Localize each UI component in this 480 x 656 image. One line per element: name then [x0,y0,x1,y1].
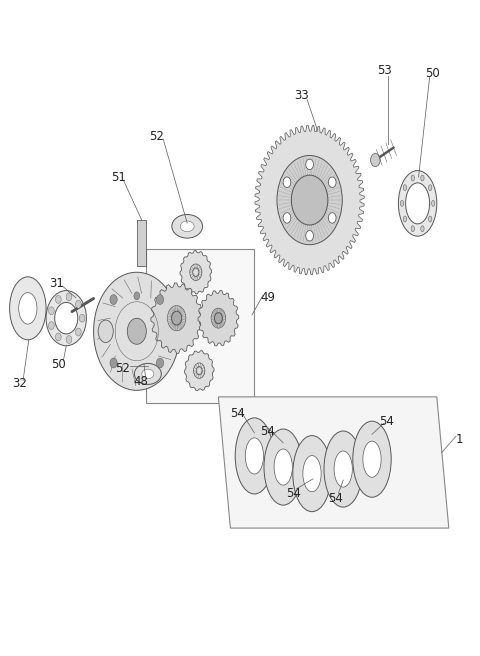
Bar [146,249,254,403]
Ellipse shape [264,429,302,505]
Ellipse shape [432,201,435,206]
Ellipse shape [274,449,292,485]
Ellipse shape [55,302,78,334]
Ellipse shape [235,418,274,494]
Circle shape [48,321,54,329]
Polygon shape [184,350,214,391]
Circle shape [306,159,313,170]
Circle shape [79,314,85,322]
Bar [137,220,146,266]
Text: 32: 32 [12,377,26,390]
Circle shape [255,126,364,274]
Text: 1: 1 [456,433,464,446]
Ellipse shape [353,421,391,497]
Ellipse shape [400,201,404,206]
Circle shape [328,177,336,188]
Ellipse shape [411,175,414,181]
Text: 49: 49 [260,291,276,304]
Ellipse shape [324,431,362,507]
Circle shape [283,213,291,223]
Circle shape [55,333,61,341]
Circle shape [56,295,61,303]
Ellipse shape [398,171,437,236]
Ellipse shape [406,183,430,224]
Circle shape [156,358,164,368]
Circle shape [283,177,291,188]
Ellipse shape [403,185,407,191]
Ellipse shape [429,185,432,191]
Text: 54: 54 [261,425,275,438]
Ellipse shape [19,293,37,324]
Ellipse shape [334,451,352,487]
Ellipse shape [172,215,203,238]
Polygon shape [180,251,212,294]
Circle shape [306,230,313,241]
Circle shape [371,154,380,167]
Text: 52: 52 [149,130,164,143]
Circle shape [328,213,336,223]
Ellipse shape [363,441,381,478]
Text: 50: 50 [425,67,439,80]
Ellipse shape [245,438,264,474]
Text: 54: 54 [230,407,245,420]
Circle shape [291,175,328,225]
Ellipse shape [303,455,321,492]
Text: 31: 31 [49,277,64,290]
Text: 54: 54 [287,487,301,500]
Circle shape [186,352,213,389]
Polygon shape [255,125,364,275]
Polygon shape [151,283,203,354]
Text: 51: 51 [112,171,126,184]
Circle shape [215,313,222,323]
Circle shape [134,292,140,300]
Circle shape [110,295,117,304]
Ellipse shape [94,272,180,390]
Ellipse shape [10,277,46,340]
Ellipse shape [429,216,432,222]
Text: 54: 54 [329,492,343,505]
Ellipse shape [421,226,424,232]
Ellipse shape [142,369,154,379]
Circle shape [66,293,72,301]
Ellipse shape [403,216,407,222]
Text: 54: 54 [379,415,394,428]
Ellipse shape [293,436,331,512]
Text: 52: 52 [116,362,130,375]
Circle shape [75,328,81,336]
Circle shape [181,253,210,292]
Circle shape [75,300,81,308]
Circle shape [277,155,342,245]
Text: 33: 33 [294,89,309,102]
Ellipse shape [134,363,161,384]
Circle shape [66,335,72,343]
Circle shape [171,311,182,325]
Text: 53: 53 [377,64,391,77]
Polygon shape [218,397,449,528]
Text: 48: 48 [133,375,148,388]
Ellipse shape [98,320,113,342]
Ellipse shape [421,175,424,181]
Circle shape [110,358,117,368]
Ellipse shape [411,226,414,232]
Ellipse shape [46,291,86,346]
Text: 50: 50 [51,358,66,371]
Circle shape [156,295,164,304]
Polygon shape [198,291,239,346]
Circle shape [127,318,146,344]
Circle shape [48,307,54,315]
Ellipse shape [180,221,194,232]
